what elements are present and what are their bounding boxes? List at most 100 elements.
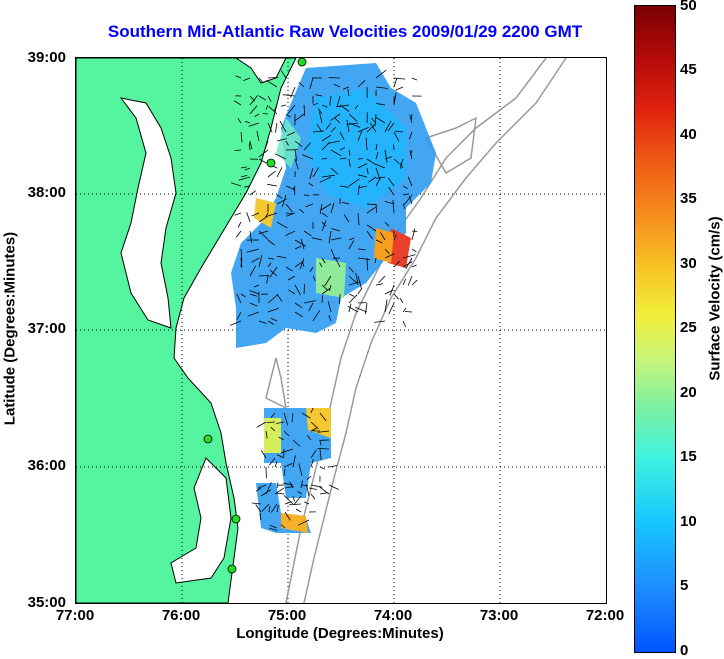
velocity-arrow <box>384 120 392 133</box>
velocity-arrow <box>268 527 278 531</box>
velocity-arrow <box>330 202 335 214</box>
velocity-arrow <box>330 167 339 175</box>
colorbar-tick: 10 <box>680 513 697 530</box>
velocity-arrow <box>348 240 355 250</box>
colorbar-tick: 0 <box>680 642 689 659</box>
velocity-arrow <box>298 81 305 88</box>
velocity-arrow <box>355 272 359 286</box>
velocity-arrow <box>310 421 319 430</box>
velocity-arrow <box>371 117 377 124</box>
velocity-arrow <box>270 426 276 432</box>
radar-stations <box>203 58 307 574</box>
velocity-arrow <box>267 170 276 178</box>
velocity-arrow <box>283 463 293 468</box>
velocity-arrow <box>283 430 290 437</box>
velocity-arrow <box>402 254 416 259</box>
velocity-arrow <box>279 120 287 133</box>
velocity-arrow <box>294 302 303 309</box>
y-tick-label: 36:00 <box>27 457 66 474</box>
velocity-arrow <box>278 436 285 441</box>
velocity-arrow <box>244 167 251 171</box>
velocity-arrow <box>280 104 287 107</box>
velocity-arrow <box>265 104 269 110</box>
velocity-arrow <box>408 195 413 205</box>
velocity-arrow <box>255 487 262 492</box>
chesapeake-bay <box>119 97 177 329</box>
velocity-arrow <box>375 283 384 286</box>
velocity-arrow <box>269 266 278 278</box>
velocity-arrow <box>336 104 350 108</box>
velocity-arrow <box>285 230 296 236</box>
velocity-arrow <box>286 212 296 217</box>
station-3 <box>203 434 213 444</box>
velocity-arrow <box>375 143 378 151</box>
velocity-arrow <box>309 167 314 180</box>
velocity-arrow <box>258 230 269 234</box>
velocity-arrow <box>244 185 251 188</box>
velocity-arrow <box>321 295 324 304</box>
velocity-arrow <box>407 176 413 187</box>
velocity-arrow <box>236 311 242 320</box>
velocity-arrow <box>233 100 242 106</box>
velocity-arrow <box>399 297 404 304</box>
velocity-arrow <box>240 256 242 268</box>
velocity-arrow <box>334 117 341 124</box>
velocity-arrow <box>306 475 312 480</box>
velocity-arrow <box>256 131 260 142</box>
velocity-arrow <box>253 284 260 288</box>
velocity-arrow <box>244 120 251 124</box>
velocity-arrow <box>260 489 272 497</box>
velocity-arrow <box>294 158 299 170</box>
velocity-arrow <box>286 131 296 136</box>
velocity-arrow <box>320 203 332 211</box>
x-tick-label: 72:00 <box>585 607 625 624</box>
velocity-arrow <box>342 86 350 90</box>
velocity-arrow <box>357 184 360 196</box>
map-plot-area <box>75 57 607 604</box>
velocity-arrow <box>319 486 330 495</box>
velocity-arrow <box>294 140 303 147</box>
velocity-arrow <box>267 77 279 79</box>
velocity-arrow <box>306 435 312 441</box>
velocity-arrow <box>267 183 278 187</box>
velocity-arrow <box>384 253 395 259</box>
velocity-arrow <box>236 293 242 304</box>
velocity-arrow <box>308 182 314 187</box>
velocity-arrow <box>319 448 322 461</box>
velocity-arrow <box>294 245 302 250</box>
velocity-arrow <box>384 149 388 163</box>
velocity-arrow <box>243 77 251 81</box>
velocity-arrow <box>249 230 252 243</box>
x-axis-label: Longitude (Degrees:Minutes) <box>236 625 444 642</box>
velocity-arrow <box>240 174 248 178</box>
velocity-arrow <box>318 111 323 124</box>
velocity-arrow <box>387 177 395 187</box>
velocity-arrow <box>389 284 395 296</box>
velocity-arrow <box>297 519 310 526</box>
colorbar-tick: 20 <box>680 384 697 401</box>
velocity-arrow <box>300 238 305 250</box>
velocity-arrow <box>240 293 246 298</box>
velocity-arrow <box>287 275 296 281</box>
velocity-arrow <box>315 94 323 97</box>
velocity-arrow <box>321 284 328 291</box>
velocity-arrow <box>348 178 360 187</box>
velocity-arrow <box>375 176 386 179</box>
velocity-arrow <box>316 123 323 133</box>
velocity-arrow <box>388 186 395 196</box>
velocity-arrow <box>319 412 327 422</box>
velocity-arrow <box>402 307 407 313</box>
map-svg <box>76 58 606 603</box>
velocity-arrow <box>235 75 242 79</box>
velocity-arrow <box>348 293 355 297</box>
velocity-arrow <box>303 230 312 237</box>
x-tick-label: 73:00 <box>479 607 519 624</box>
pamlico-sound <box>170 457 232 584</box>
velocity-arrow <box>339 157 347 160</box>
velocity-arrow <box>267 257 274 260</box>
velocity-arrow <box>299 257 305 270</box>
velocity-arrow <box>319 492 328 495</box>
velocity-arrow <box>330 113 341 121</box>
velocity-arrow <box>261 503 270 512</box>
velocity-arrow <box>312 275 316 282</box>
